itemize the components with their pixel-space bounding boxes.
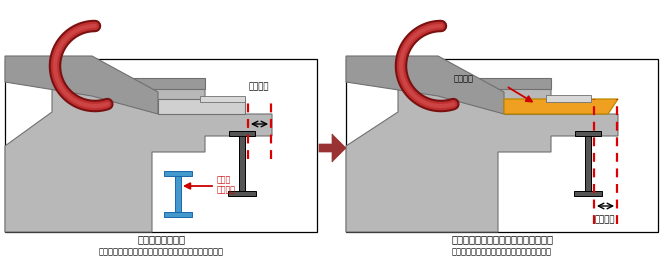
Text: 図４．今回開発した技術を用いた工法: 図４．今回開発した技術を用いた工法 [451, 234, 553, 244]
Text: （エスカレーターに延長はりを設ける工法）: （エスカレーターに延長はりを設ける工法） [452, 247, 552, 256]
Bar [574, 191, 602, 196]
Polygon shape [504, 99, 618, 114]
Text: 図３．従来の工法: 図３．従来の工法 [137, 234, 185, 244]
Bar [346, 59, 658, 232]
Text: 建物の: 建物の [217, 175, 231, 184]
Text: かかり代: かかり代 [595, 215, 615, 224]
Bar [175, 176, 181, 212]
Bar [575, 131, 601, 136]
Text: （エスカレーターの下に建物の追加はりを設ける工法）: （エスカレーターの下に建物の追加はりを設ける工法） [99, 247, 223, 256]
Text: 追加はり: 追加はり [217, 185, 236, 194]
Bar [5, 59, 317, 232]
Polygon shape [346, 89, 618, 232]
Polygon shape [546, 95, 591, 102]
Text: 延長はり: 延長はり [454, 74, 474, 83]
Polygon shape [504, 99, 591, 114]
Bar [164, 212, 192, 217]
Polygon shape [52, 78, 205, 89]
Bar [164, 171, 192, 176]
Polygon shape [5, 89, 272, 232]
Polygon shape [398, 78, 551, 89]
Polygon shape [346, 56, 504, 114]
Bar [228, 191, 256, 196]
Polygon shape [5, 56, 158, 114]
Text: かかり代: かかり代 [249, 82, 269, 91]
Polygon shape [200, 96, 245, 102]
Polygon shape [158, 99, 245, 114]
Bar [229, 131, 255, 136]
Polygon shape [319, 134, 346, 162]
Bar [239, 136, 245, 191]
Bar [585, 136, 591, 191]
